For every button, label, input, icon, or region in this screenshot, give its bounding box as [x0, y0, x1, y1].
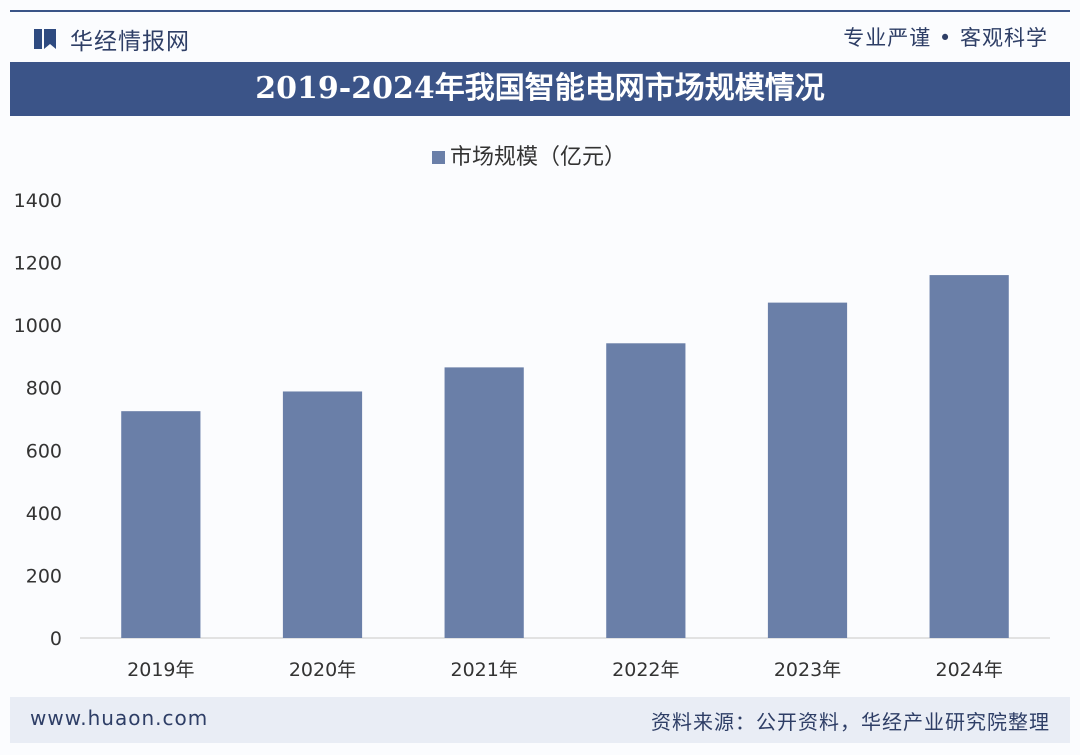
chart-legend: 市场规模（亿元） — [432, 145, 626, 170]
footer-website: www.huaon.com — [30, 706, 209, 730]
y-tick-label: 200 — [26, 565, 62, 587]
bar — [121, 411, 201, 638]
x-tick-label: 2022年 — [612, 659, 679, 681]
y-tick-label: 0 — [50, 628, 62, 650]
bar — [444, 367, 524, 638]
tagline: 专业严谨 • 客观科学 — [843, 26, 1048, 50]
x-tick-label: 2023年 — [774, 659, 841, 681]
y-axis: 0 200 400 600 800 1000 1200 1400 — [14, 190, 62, 650]
bar — [929, 275, 1009, 638]
x-tick-label: 2024年 — [935, 659, 1002, 681]
y-tick-label: 1200 — [14, 253, 62, 275]
y-tick-label: 600 — [26, 440, 62, 462]
footer-bar — [10, 697, 1070, 743]
x-tick-label: 2019年 — [127, 659, 194, 681]
brand: 华经情报网 — [32, 22, 190, 56]
bookmark-logo-icon — [34, 29, 56, 49]
x-axis: 2019年 2020年 2021年 2022年 2023年 2024年 — [80, 637, 1050, 681]
bar — [282, 391, 363, 638]
bar — [606, 343, 686, 638]
bar-chart: 市场规模（亿元） 0 200 400 600 800 1000 1200 1400 2019年… — [14, 145, 1050, 681]
legend-swatch — [432, 151, 445, 164]
y-tick-label: 800 — [26, 378, 62, 400]
footer-source: 资料来源：公开资料，华经产业研究院整理 — [651, 710, 1050, 734]
x-tick-label: 2021年 — [450, 659, 517, 681]
y-tick-label: 1000 — [14, 315, 62, 337]
x-tick-label: 2020年 — [289, 659, 356, 681]
legend-label: 市场规模（亿元） — [450, 145, 626, 170]
y-tick-label: 400 — [26, 503, 62, 525]
y-tick-label: 1400 — [14, 190, 62, 212]
bar — [767, 302, 848, 638]
top-divider — [10, 10, 1070, 12]
bars — [121, 275, 1009, 638]
chart-title: 2019-2024年我国智能电网市场规模情况 — [10, 62, 1070, 116]
brand-name: 华经情报网 — [70, 29, 190, 55]
